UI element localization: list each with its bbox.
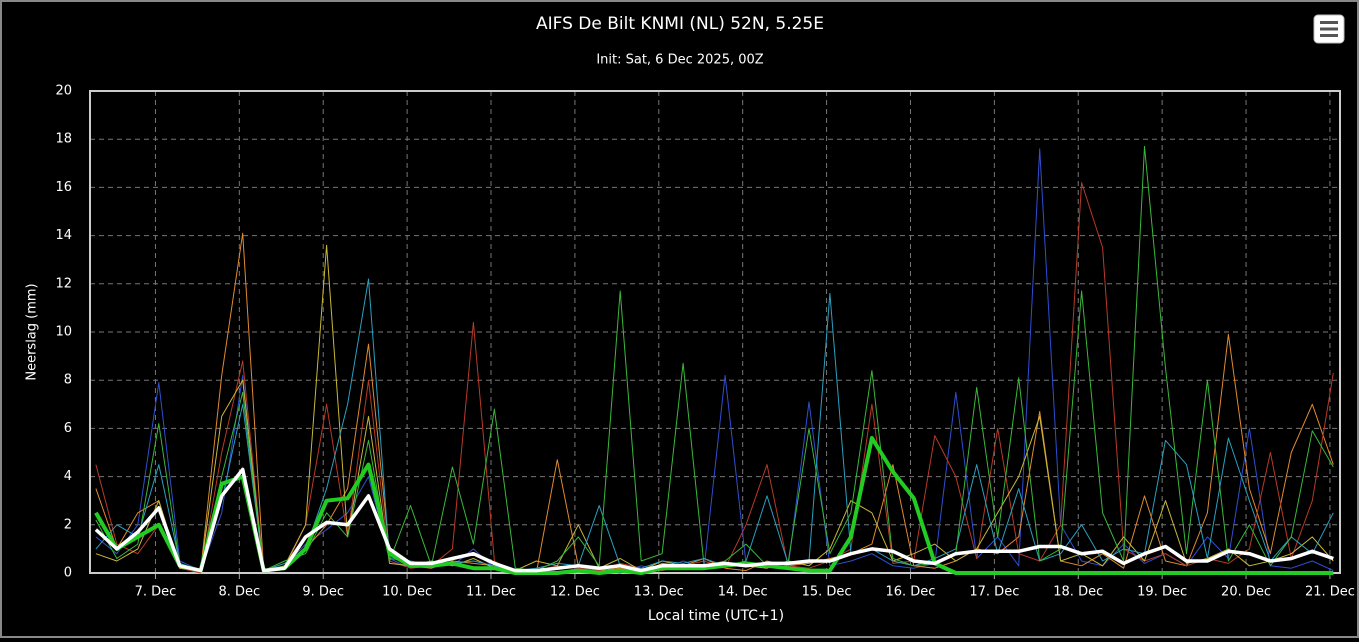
- menu-icon-bar: [1320, 27, 1338, 31]
- y-tick-label: 16: [55, 180, 72, 195]
- series-line: [95, 148, 1334, 574]
- x-tick-label: 17. Dec: [969, 585, 1019, 600]
- x-tick-label: 9. Dec: [302, 585, 344, 600]
- x-tick-label: 14. Dec: [718, 585, 768, 600]
- x-tick-label: 18. Dec: [1053, 585, 1103, 600]
- plot-border: [89, 90, 1341, 574]
- x-tick-label: 10. Dec: [382, 585, 432, 600]
- y-tick-label: 0: [64, 566, 72, 581]
- x-tick-label: 21. Dec: [1305, 585, 1355, 600]
- y-tick-label: 10: [55, 325, 72, 340]
- y-tick-label: 2: [64, 517, 72, 532]
- x-tick-label: 7. Dec: [135, 585, 177, 600]
- x-axis-title: Local time (UTC+1): [648, 608, 784, 624]
- chart-title: AIFS De Bilt KNMI (NL) 52N, 5.25E: [536, 14, 824, 34]
- y-tick-label: 4: [64, 469, 72, 484]
- y-axis-title: Neerslag (mm): [25, 283, 40, 380]
- menu-icon-bar: [1320, 34, 1338, 37]
- x-tick-label: 20. Dec: [1221, 585, 1271, 600]
- menu-button[interactable]: [1313, 14, 1345, 44]
- x-tick-label: 13. Dec: [634, 585, 684, 600]
- y-tick-label: 20: [55, 84, 72, 99]
- y-tick-label: 8: [64, 373, 72, 388]
- series-line: [94, 467, 1334, 573]
- y-tick-label: 18: [55, 132, 72, 147]
- y-tick-label: 6: [64, 421, 72, 436]
- x-tick-label: 8. Dec: [218, 585, 260, 600]
- x-tick-label: 16. Dec: [885, 585, 935, 600]
- x-tick-label: 12. Dec: [550, 585, 600, 600]
- chart-subtitle: Init: Sat, 6 Dec 2025, 00Z: [596, 53, 763, 68]
- y-tick-label: 12: [55, 276, 72, 291]
- y-tick-label: 14: [55, 228, 72, 243]
- series-line: [94, 436, 1334, 575]
- x-tick-label: 15. Dec: [802, 585, 852, 600]
- x-tick-label: 11. Dec: [466, 585, 516, 600]
- menu-icon-bar: [1320, 21, 1338, 24]
- x-tick-label: 19. Dec: [1137, 585, 1187, 600]
